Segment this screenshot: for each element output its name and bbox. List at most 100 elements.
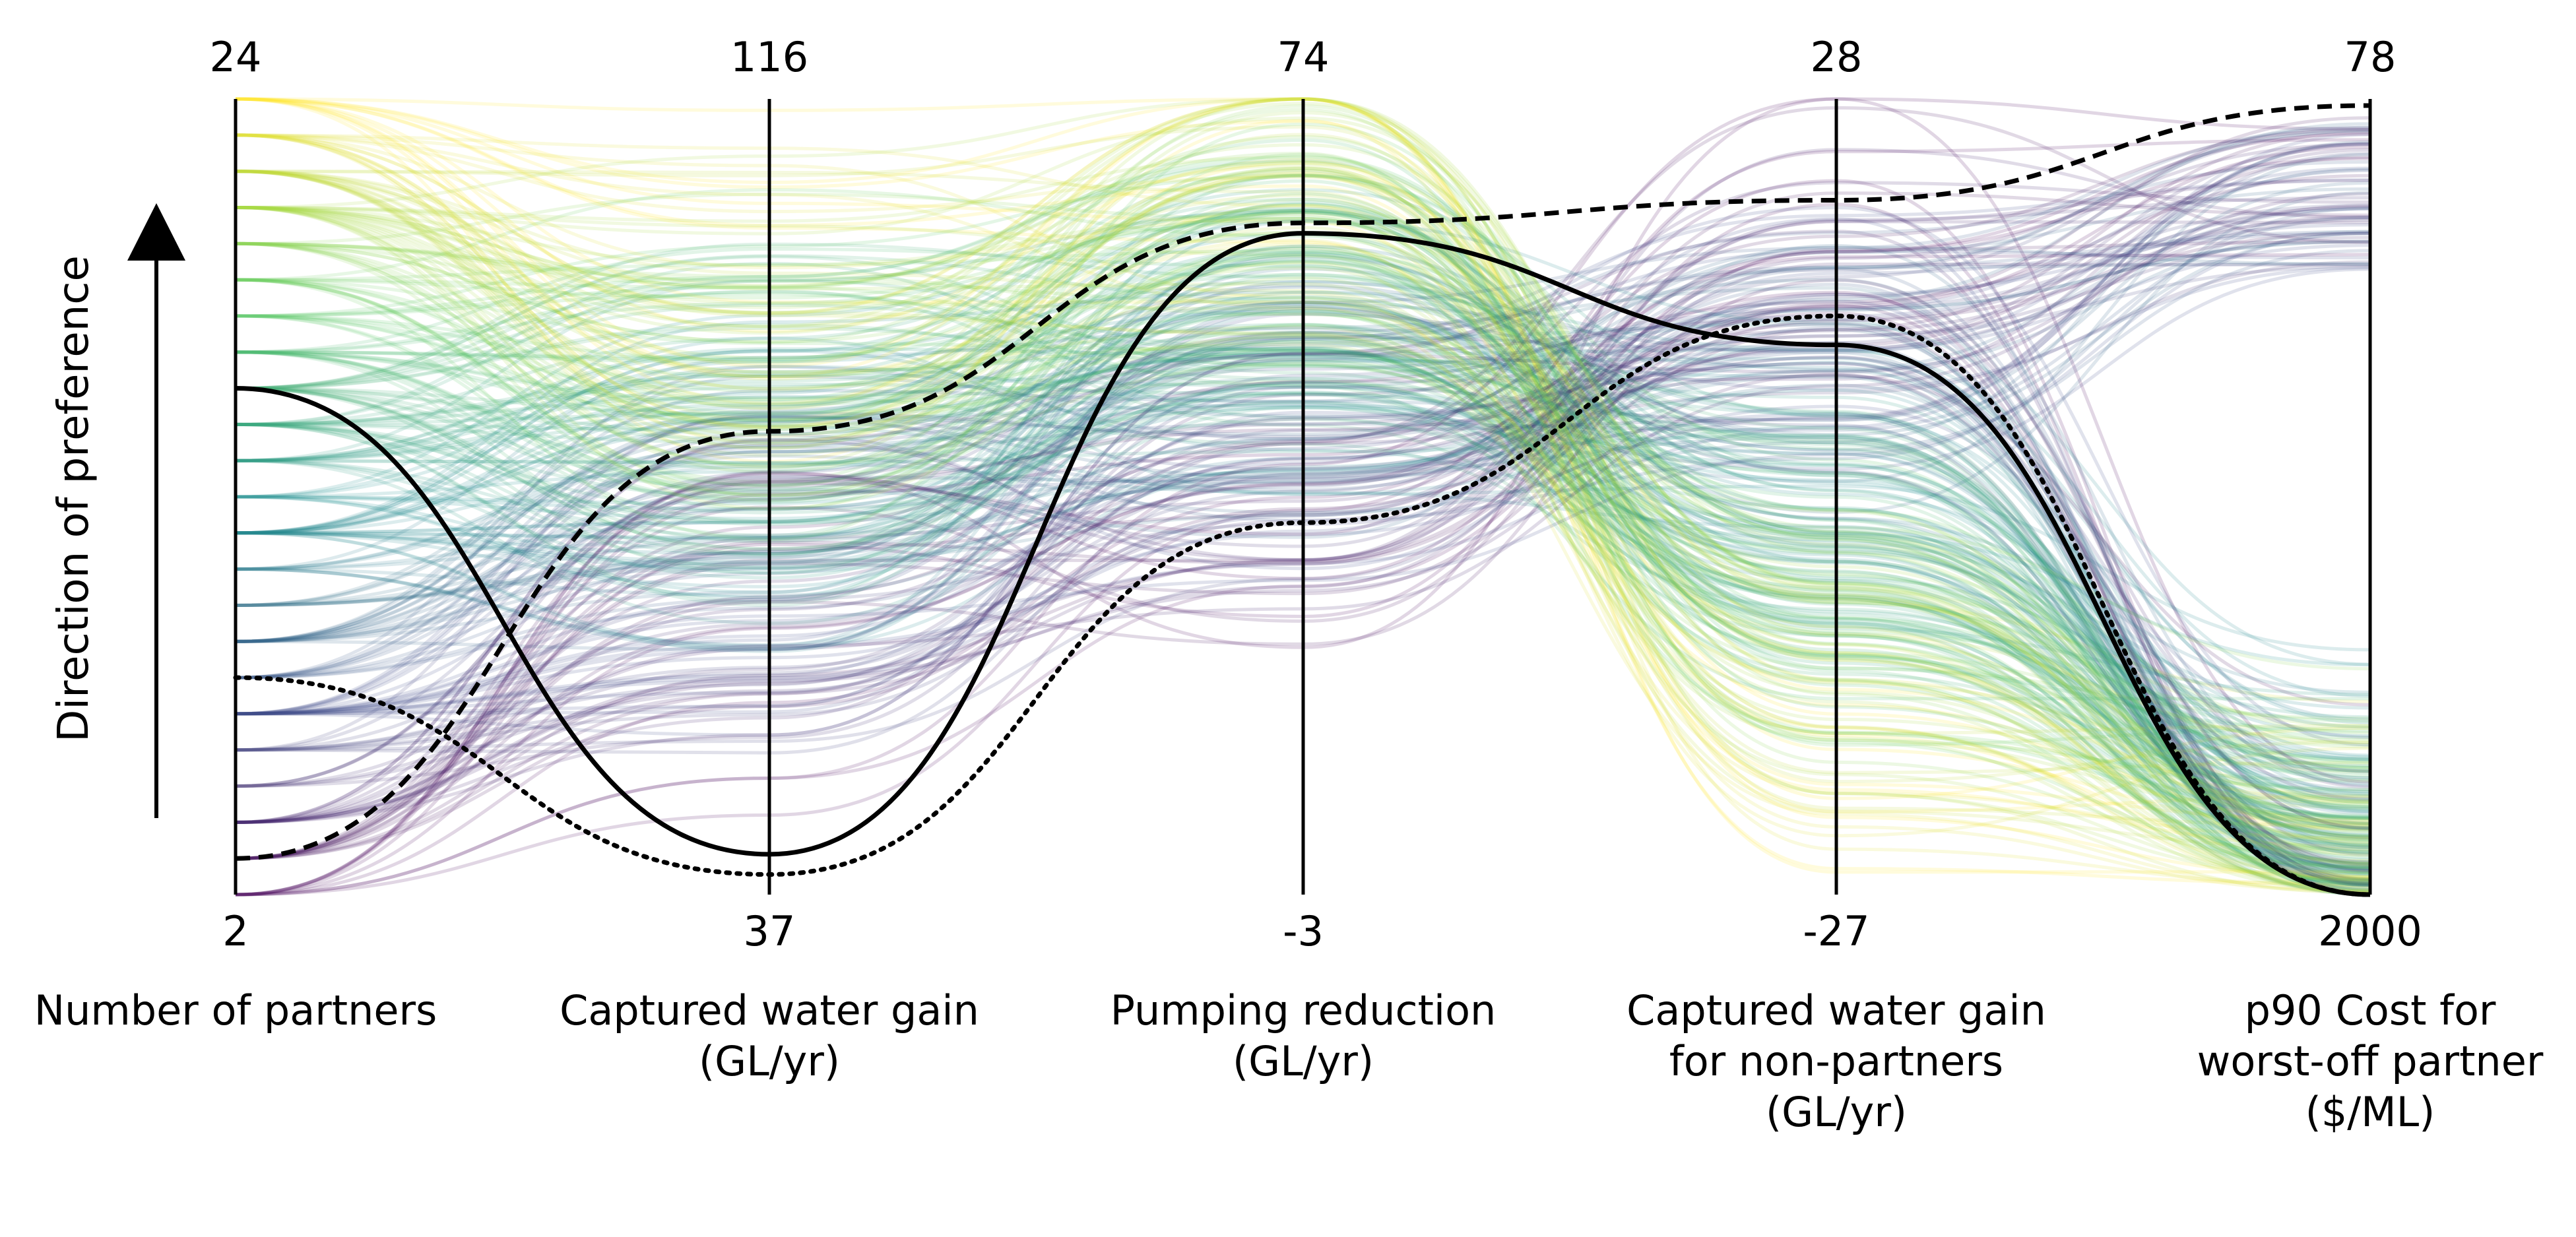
solution-line: [235, 405, 2371, 802]
solution-line: [235, 155, 2371, 807]
solution-line: [235, 170, 2371, 773]
solution-line: [235, 166, 2371, 782]
solution-line: [235, 346, 2371, 864]
solution-line: [235, 168, 2371, 821]
solution-line: [235, 160, 2371, 842]
solution-line: [235, 267, 2371, 876]
solution-line: [235, 390, 2371, 886]
solution-line: [235, 133, 2371, 856]
solution-line: [235, 348, 2371, 796]
solution-line: [235, 97, 2371, 897]
solution-line: [235, 138, 2371, 733]
solution-line: [235, 348, 2371, 820]
solution-line: [235, 355, 2371, 773]
solution-line: [235, 160, 2371, 680]
solution-line: [235, 305, 2371, 826]
solution-line: [235, 247, 2371, 782]
solution-line: [235, 97, 2371, 745]
solution-line: [235, 208, 2371, 671]
solution-line: [235, 179, 2371, 897]
solution-line: [235, 97, 2371, 874]
solution-line: [235, 203, 2371, 752]
solution-line: [235, 301, 2371, 738]
solution-line: [235, 368, 2371, 722]
solution-line: [235, 403, 2371, 837]
solution-line: [235, 174, 2371, 762]
solution-line: [235, 278, 2371, 819]
solution-line: [235, 206, 2371, 893]
solution-line: [235, 241, 2371, 858]
solution-line: [235, 133, 2371, 895]
solution-line: [235, 170, 2371, 736]
solution-line: [235, 133, 2371, 880]
solution-line: [235, 296, 2371, 885]
solution-line: [235, 373, 2371, 821]
solution-line: [235, 97, 2371, 863]
preference-arrow-head-icon: [127, 203, 185, 261]
solution-line: [235, 143, 2371, 752]
solution-line: [235, 244, 2371, 887]
solution-line: [235, 215, 2371, 792]
solution-line: [235, 350, 2371, 865]
solution-line: [235, 174, 2371, 894]
solution-line: [235, 352, 2371, 883]
solution-line: [235, 170, 2371, 884]
solution-line: [235, 363, 2371, 870]
solution-line: [235, 217, 2371, 885]
axis-top-tick-label: 116: [730, 33, 808, 81]
solution-line: [235, 295, 2371, 832]
solution-line: [235, 206, 2371, 889]
solution-line: [235, 188, 2371, 771]
solution-line: [235, 97, 2371, 798]
solution-line: [235, 346, 2371, 793]
solution-line: [235, 205, 2371, 788]
solution-line: [235, 191, 2371, 643]
solution-line: [235, 355, 2371, 873]
solution-line: [235, 323, 2371, 839]
solution-line: [235, 197, 2371, 868]
solution-line: [235, 133, 2371, 893]
solution-line: [235, 373, 2371, 873]
solution-line: [235, 412, 2371, 871]
solution-line: [235, 404, 2371, 739]
solution-line: [235, 331, 2371, 867]
solution-line: [235, 243, 2371, 716]
solution-line: [235, 179, 2371, 824]
axis-title: Captured water gain: [560, 986, 979, 1034]
solution-line: [235, 206, 2371, 842]
solution-line: [235, 279, 2371, 814]
solution-line: [235, 188, 2371, 873]
solution-line: [235, 133, 2371, 841]
preference-label: Direction of preference: [49, 255, 98, 742]
solution-line: [235, 286, 2371, 888]
solution-line: [235, 350, 2371, 896]
solution-line: [235, 346, 2371, 897]
solution-line: [235, 331, 2371, 786]
solution-line: [235, 206, 2371, 821]
solution-line: [235, 97, 2371, 848]
solution-line: [235, 249, 2371, 843]
solution-line: [235, 97, 2371, 887]
solution-line: [235, 133, 2371, 716]
solution-line: [235, 223, 2371, 716]
solution-line: [235, 173, 2371, 874]
solution-line: [235, 206, 2371, 881]
solution-line: [235, 290, 2371, 698]
axis-bottom-tick-label: -3: [1283, 907, 1324, 955]
solution-line: [235, 418, 2371, 780]
solution-line: [235, 255, 2371, 887]
solution-line: [235, 125, 2371, 881]
solution-line: [235, 278, 2371, 877]
solution-line: [235, 249, 2371, 737]
solution-line: [235, 151, 2371, 869]
solution-line: [235, 254, 2371, 723]
background-solution-lines: [235, 97, 2371, 897]
solution-line: [235, 204, 2371, 824]
axis-bottom-tick-label: 2000: [2318, 907, 2422, 955]
solution-line: [235, 97, 2371, 839]
solution-line: [235, 140, 2371, 643]
solution-line: [235, 393, 2371, 773]
solution-line: [235, 360, 2371, 850]
solution-line: [235, 133, 2371, 844]
